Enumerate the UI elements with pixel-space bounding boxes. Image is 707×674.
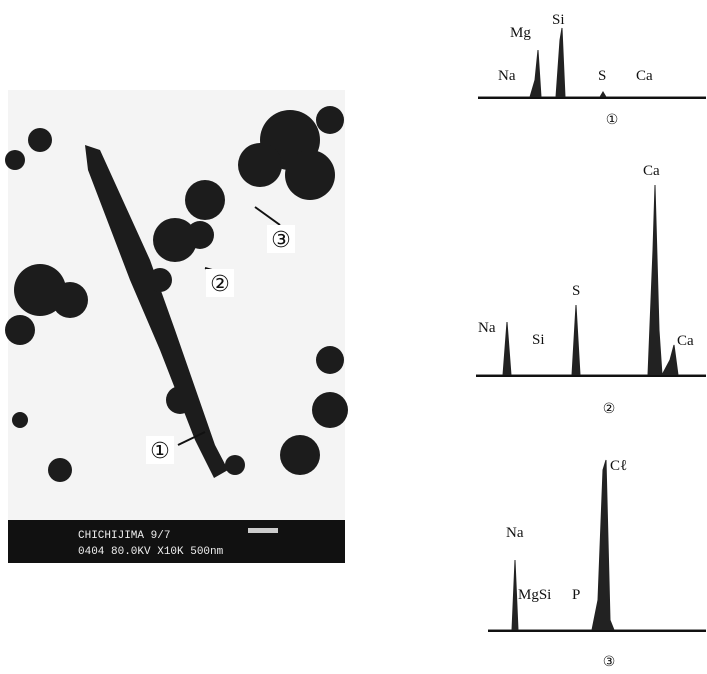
element-label: Na	[478, 320, 496, 336]
element-label: Ca	[636, 68, 653, 84]
marker: ②	[210, 272, 230, 297]
spectrum-label: ③	[603, 654, 616, 670]
spectrum: Na MgSi P Cℓ ③	[488, 458, 706, 670]
micrograph: CHICHIJIMA 9/7 0404 80.0KV X10K 500nm ① …	[5, 90, 348, 563]
element-label: MgSi	[518, 587, 551, 603]
scale-line	[248, 528, 278, 533]
element-label: S	[572, 283, 580, 299]
figure: CHICHIJIMA 9/7 0404 80.0KV X10K 500nm ① …	[0, 0, 707, 674]
info-line: CHICHIJIMA 9/7	[78, 530, 170, 542]
element-label: Na	[506, 525, 524, 541]
element-label: Ca	[677, 333, 694, 349]
element-label: Na	[498, 68, 516, 84]
element-label: Si	[552, 12, 565, 28]
info-line: 0404 80.0KV X10K 500nm	[78, 546, 224, 558]
element-label: Mg	[510, 25, 531, 41]
spectrum: Na Mg Si S Ca ①	[478, 12, 706, 128]
spectrum: Na Si S Ca Ca ②	[476, 163, 706, 417]
element-label: S	[598, 68, 606, 84]
element-label: Ca	[643, 163, 660, 179]
element-label: Si	[532, 332, 545, 348]
marker: ③	[271, 228, 291, 253]
element-label: P	[572, 587, 580, 603]
spectrum-label: ②	[603, 401, 616, 417]
spectrum-label: ①	[606, 112, 619, 128]
element-label: Cℓ	[610, 458, 627, 474]
marker: ①	[150, 439, 170, 464]
